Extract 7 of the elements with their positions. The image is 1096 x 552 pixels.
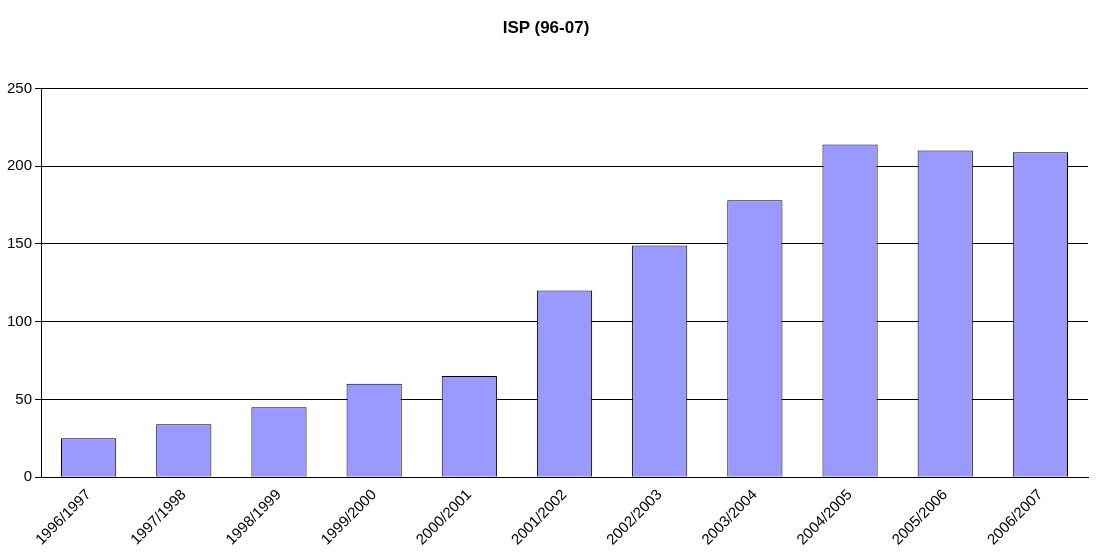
y-tick-label: 200: [7, 156, 33, 174]
y-tick-label: 100: [7, 311, 33, 329]
chart-title: ISP (96-07): [502, 17, 590, 37]
y-tick-label: 50: [15, 389, 33, 407]
y-tick-label: 250: [7, 78, 33, 96]
y-tick-label: 150: [7, 234, 33, 252]
y-tick-label: 0: [23, 467, 33, 485]
